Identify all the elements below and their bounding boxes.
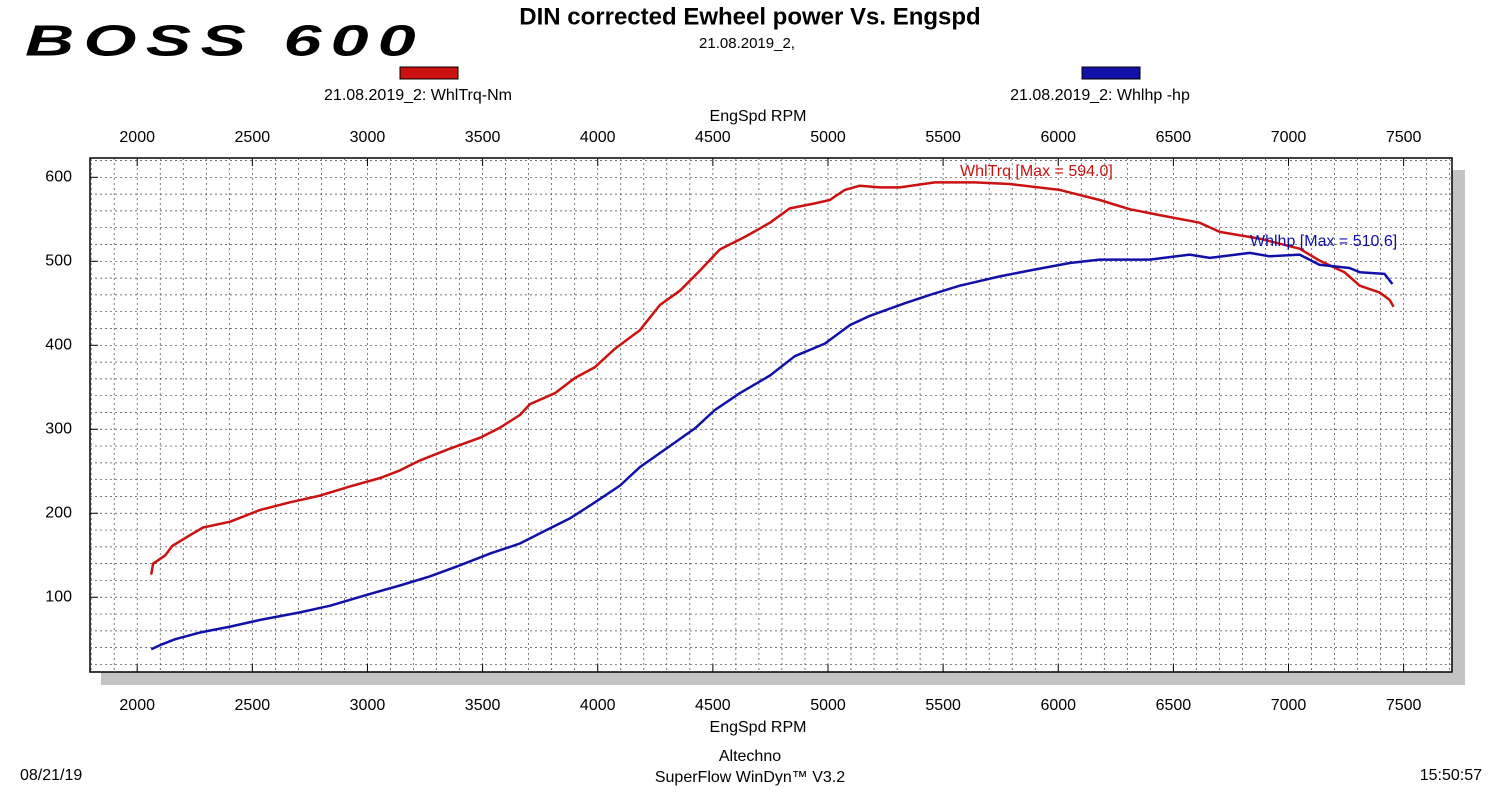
x-tick-label: 4500	[695, 697, 731, 714]
x-tick-label: 3500	[465, 697, 501, 714]
x-tick-label: 6000	[1040, 697, 1076, 714]
logo: BOSS 600	[25, 17, 425, 66]
footer-date: 08/21/19	[20, 767, 82, 784]
x-tick-label-top: 4500	[695, 129, 731, 146]
footer-software: SuperFlow WinDyn™ V3.2	[655, 769, 845, 786]
annotation: Whlhp [Max = 510.6]	[1250, 233, 1397, 250]
legend-swatch	[399, 66, 459, 80]
x-tick-label: 6500	[1156, 697, 1192, 714]
x-tick-label: 7000	[1271, 697, 1307, 714]
annotation: WhlTrq [Max = 594.0]	[960, 163, 1113, 180]
x-tick-label: 3000	[350, 697, 386, 714]
y-tick-label: 100	[45, 588, 72, 605]
x-tick-label-top: 3500	[465, 129, 501, 146]
series-line	[150, 251, 1394, 651]
x-tick-label-top: 4000	[580, 129, 616, 146]
x-tick-label-top: 7000	[1271, 129, 1307, 146]
x-tick-label-top: 6500	[1156, 129, 1192, 146]
legend-label: 21.08.2019_2: Whlhp -hp	[1010, 87, 1190, 104]
x-tick-label: 5500	[925, 697, 961, 714]
y-tick-label: 300	[45, 420, 72, 437]
y-tick-label: 600	[45, 169, 72, 186]
x-tick-label: 2500	[235, 697, 271, 714]
chart-subtitle: 21.08.2019_2,	[699, 35, 795, 52]
x-tick-label-top: 3000	[350, 129, 386, 146]
x-tick-label: 5000	[810, 697, 846, 714]
x-axis-label: EngSpd RPM	[710, 719, 807, 736]
y-tick-label: 400	[45, 337, 72, 354]
legend-label: 21.08.2019_2: WhlTrq-Nm	[324, 87, 512, 104]
x-tick-label-top: 5000	[810, 129, 846, 146]
x-tick-label-top: 2000	[119, 129, 155, 146]
series-line	[149, 181, 1395, 575]
x-tick-label-top: 6000	[1040, 129, 1076, 146]
x-tick-label-top: 7500	[1386, 129, 1422, 146]
x-tick-label: 2000	[119, 697, 155, 714]
x-tick-label: 7500	[1386, 697, 1422, 714]
chart-title: DIN corrected Ewheel power Vs. Engspd	[519, 3, 980, 30]
x-axis-label-top: EngSpd RPM	[710, 108, 807, 125]
x-tick-label-top: 2500	[235, 129, 271, 146]
y-tick-label: 200	[45, 504, 72, 521]
y-tick-label: 500	[45, 253, 72, 270]
plot-area	[89, 157, 1453, 673]
x-tick-label-top: 5500	[925, 129, 961, 146]
footer-company: Altechno	[719, 748, 781, 765]
footer-time: 15:50:57	[1420, 767, 1482, 784]
x-tick-label: 4000	[580, 697, 616, 714]
legend-swatch	[1081, 66, 1141, 80]
